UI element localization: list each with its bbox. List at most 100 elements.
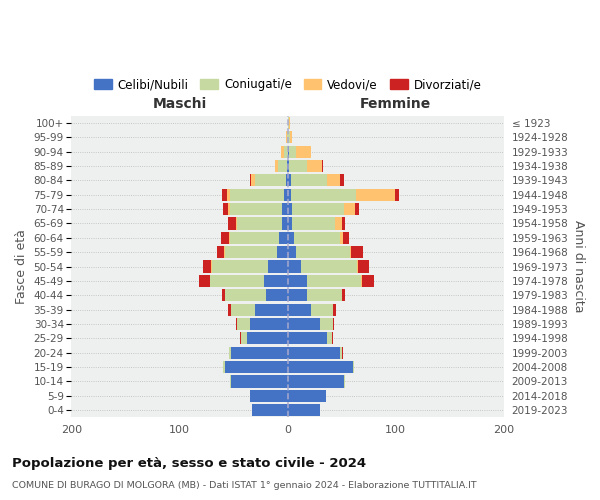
Bar <box>287 174 291 186</box>
Bar <box>287 361 353 373</box>
Bar <box>287 376 344 388</box>
Bar <box>247 332 287 344</box>
Bar <box>292 203 344 215</box>
Bar <box>307 275 361 287</box>
Bar <box>326 174 340 186</box>
Bar <box>224 246 225 258</box>
Bar <box>229 232 230 244</box>
Bar <box>344 376 345 388</box>
Bar <box>333 304 337 316</box>
Bar <box>222 289 225 302</box>
Bar <box>301 260 357 272</box>
Bar <box>333 318 334 330</box>
Bar <box>250 390 287 402</box>
Bar <box>255 174 286 186</box>
Bar <box>289 160 307 172</box>
Bar <box>343 232 349 244</box>
Bar <box>230 232 279 244</box>
Bar <box>342 218 345 230</box>
Bar <box>230 203 282 215</box>
Bar <box>210 275 264 287</box>
Bar <box>279 232 287 244</box>
Bar <box>289 146 296 158</box>
Bar <box>232 346 287 359</box>
Bar <box>284 146 287 158</box>
Bar <box>286 174 287 186</box>
Bar <box>356 188 395 201</box>
Text: COMUNE DI BURAGO DI MOLGORA (MB) - Dati ISTAT 1° gennaio 2024 - Elaborazione TUT: COMUNE DI BURAGO DI MOLGORA (MB) - Dati … <box>12 481 476 490</box>
Bar <box>355 203 359 215</box>
Bar <box>266 289 287 302</box>
Bar <box>287 346 340 359</box>
Bar <box>240 332 241 344</box>
Bar <box>284 188 287 201</box>
Bar <box>236 218 237 230</box>
Bar <box>340 174 344 186</box>
Bar <box>296 246 350 258</box>
Bar <box>352 246 364 258</box>
Bar <box>287 260 301 272</box>
Bar <box>250 318 287 330</box>
Bar <box>287 332 326 344</box>
Bar <box>275 160 278 172</box>
Bar <box>287 117 289 129</box>
Bar <box>229 346 232 359</box>
Bar <box>227 188 230 201</box>
Bar <box>212 260 268 272</box>
Bar <box>255 304 287 316</box>
Bar <box>296 146 311 158</box>
Bar <box>287 188 291 201</box>
Bar <box>228 304 232 316</box>
Bar <box>307 160 322 172</box>
Bar <box>311 304 333 316</box>
Bar <box>232 304 255 316</box>
Bar <box>264 275 287 287</box>
Bar <box>287 232 294 244</box>
Bar <box>232 376 287 388</box>
Bar <box>225 361 287 373</box>
Bar <box>340 346 342 359</box>
Bar <box>307 289 342 302</box>
Bar <box>294 232 340 244</box>
Bar <box>203 260 211 272</box>
Bar <box>287 146 289 158</box>
Bar <box>250 174 251 186</box>
Bar <box>287 404 320 416</box>
Bar <box>222 188 227 201</box>
Bar <box>342 346 343 359</box>
Bar <box>287 218 292 230</box>
Bar <box>223 203 228 215</box>
Bar <box>241 332 247 344</box>
Bar <box>358 260 369 272</box>
Bar <box>287 289 307 302</box>
Bar <box>335 218 342 230</box>
Text: Femmine: Femmine <box>360 96 431 110</box>
Bar <box>291 188 356 201</box>
Bar <box>291 174 326 186</box>
Bar <box>357 260 358 272</box>
Bar <box>287 318 320 330</box>
Legend: Celibi/Nubili, Coniugati/e, Vedovi/e, Divorziati/e: Celibi/Nubili, Coniugati/e, Vedovi/e, Di… <box>89 74 486 96</box>
Bar <box>290 131 292 143</box>
Bar <box>237 318 250 330</box>
Bar <box>277 246 287 258</box>
Bar <box>268 260 287 272</box>
Bar <box>287 131 290 143</box>
Bar <box>287 160 289 172</box>
Bar <box>225 246 277 258</box>
Bar <box>252 404 287 416</box>
Bar <box>230 188 284 201</box>
Bar <box>287 275 307 287</box>
Bar <box>211 260 212 272</box>
Bar <box>228 218 236 230</box>
Bar <box>236 318 237 330</box>
Bar <box>350 246 352 258</box>
Bar <box>340 232 343 244</box>
Bar <box>344 203 355 215</box>
Bar <box>199 275 210 287</box>
Bar <box>395 188 399 201</box>
Bar <box>217 246 224 258</box>
Y-axis label: Anni di nascita: Anni di nascita <box>572 220 585 313</box>
Bar <box>251 174 255 186</box>
Bar <box>278 160 287 172</box>
